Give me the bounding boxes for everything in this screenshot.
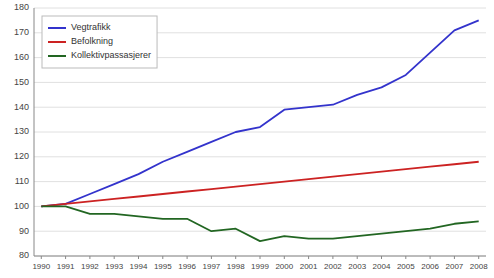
grid-line [34,8,486,9]
grid-line [34,206,486,207]
grid-line [34,132,486,133]
chart: 80 90 100 110 120 130 140 150 160 170 180 1990 1991 1… [0,0,494,278]
y-tick-label: 150 [14,77,29,87]
y-tick-label: 90 [19,226,29,236]
x-tick-label: 1999 [251,262,269,271]
x-tick-label: 2002 [324,262,342,271]
y-tick-label: 110 [15,176,29,186]
y-tick-label: 100 [14,201,29,211]
x-tick-label: 1995 [154,262,172,271]
y-tick-label: 160 [14,52,29,62]
x-tick-label: 1993 [105,262,123,271]
x-tick-label: 2003 [348,262,366,271]
x-tick-label: 1991 [57,262,75,271]
x-tick-label: 2008 [470,262,488,271]
chart-container: 80 90 100 110 120 130 140 150 160 170 180 1990 1991 1… [0,0,494,278]
x-tick-label: 2005 [397,262,415,271]
x-tick-label: 2001 [300,262,318,271]
legend-swatch [48,55,66,57]
plot-area [41,20,478,241]
y-tick-label: 180 [14,2,29,12]
grid-line [34,156,486,157]
axes: 80 90 100 110 120 130 140 150 160 170 180 1990 1991 1… [14,2,488,271]
grid-line [34,107,486,108]
y-axis-line [34,8,35,256]
x-tick-label: 1992 [81,262,99,271]
grid-line [34,181,486,182]
x-tick-label: 1990 [32,262,50,271]
y-tick-label: 130 [14,126,29,136]
legend-box [42,16,157,68]
x-tick-label: 1997 [202,262,220,271]
grid-line [34,231,486,232]
legend-label: Kollektivpassasjerer [71,50,151,60]
y-tick-label: 120 [14,151,29,161]
x-tick-label: 1996 [178,262,196,271]
y-tick-label: 170 [14,27,29,37]
x-tick-label: 2006 [421,262,439,271]
x-tick-label: 1994 [130,262,148,271]
x-tick-label: 2007 [446,262,464,271]
x-axis-line [34,256,486,257]
x-tick-label: 1998 [227,262,245,271]
legend-swatch [48,41,66,43]
legend-swatch [48,27,66,29]
grid [34,8,486,256]
legend-label: Befolkning [71,36,113,46]
legend: Vegtrafikk Befolkning Kollektivpassasjerer [42,16,157,68]
x-tick-label: 2000 [275,262,293,271]
series-line [41,162,478,207]
grid-line [34,82,486,83]
grid-line [34,256,486,257]
series-line [41,206,478,241]
y-tick-label: 80 [19,250,29,260]
y-tick-label: 140 [14,102,29,112]
legend-label: Vegtrafikk [71,22,111,32]
x-tick-label: 2004 [373,262,391,271]
